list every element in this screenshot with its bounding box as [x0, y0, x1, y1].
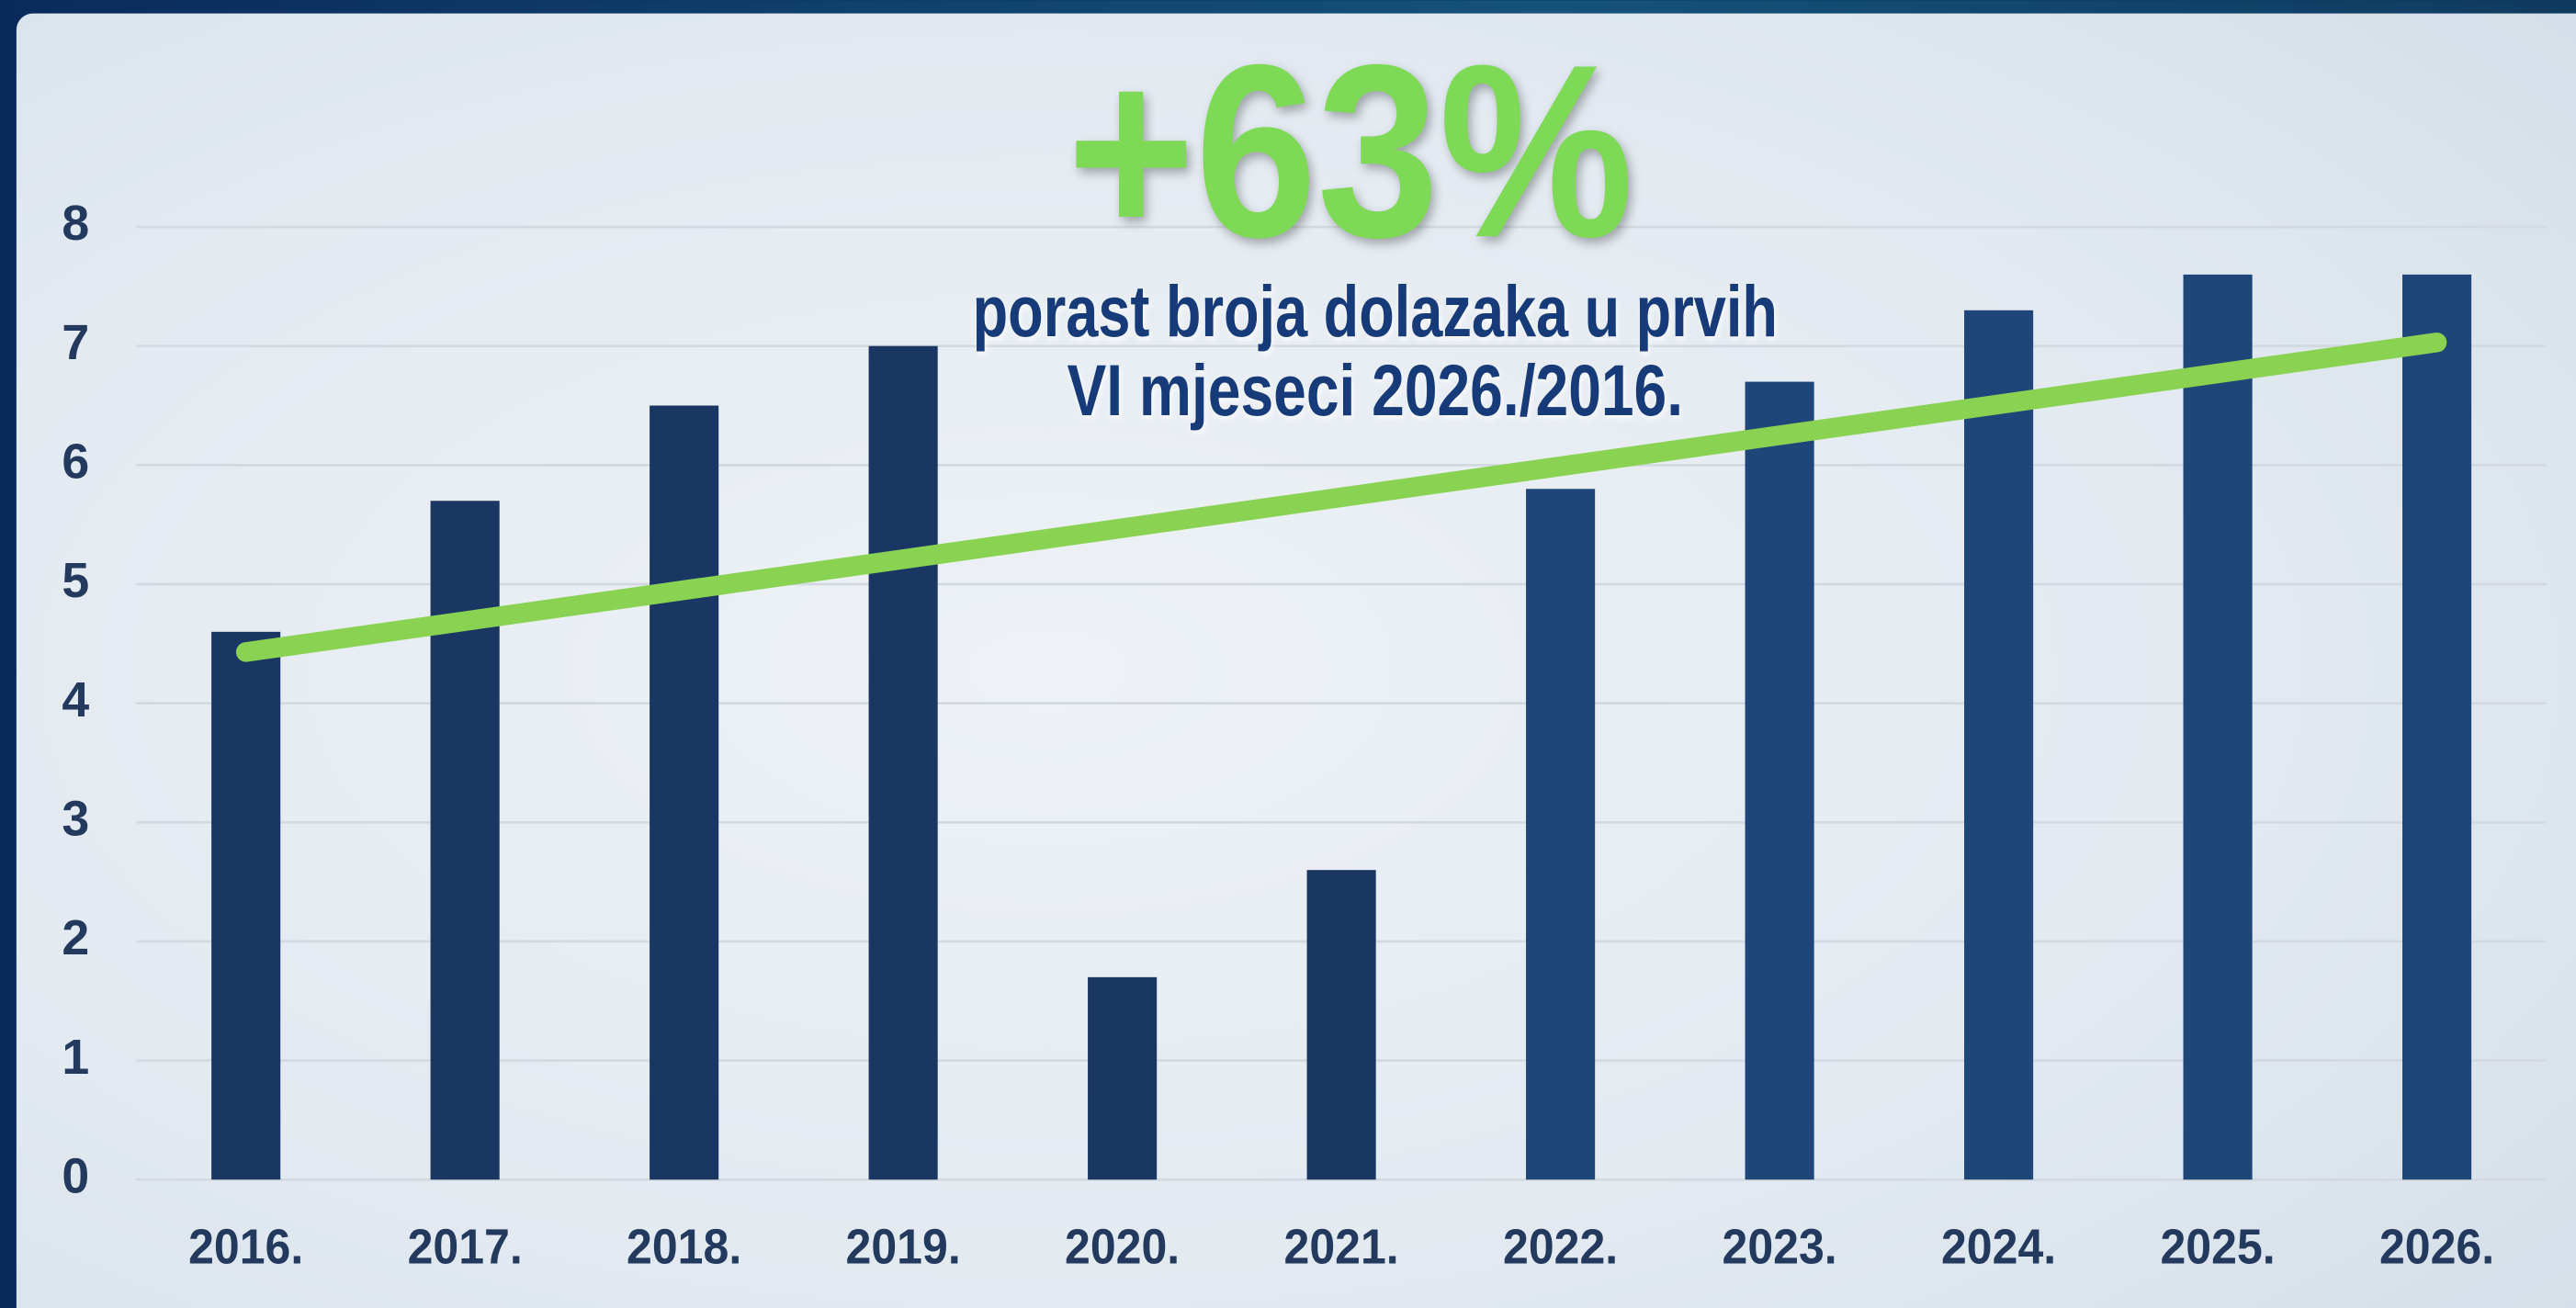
y-tick-label: 5 [62, 553, 89, 608]
bar [869, 346, 938, 1180]
x-tick-label: 2026. [2379, 1219, 2494, 1274]
y-tick-label: 7 [62, 315, 89, 370]
bar [211, 632, 280, 1179]
subtitle: porast broja dolazaka u prvih [973, 271, 1778, 352]
x-tick-label: 2020. [1065, 1219, 1180, 1274]
x-tick-label: 2024. [1941, 1219, 2056, 1274]
y-tick-label: 4 [62, 672, 89, 727]
y-tick-label: 6 [62, 434, 89, 490]
bar [1307, 870, 1376, 1179]
headline: +63% [1067, 13, 1633, 288]
y-tick-label: 2 [62, 910, 89, 965]
page: {"chart_data": {"type": "bar", "title": … [0, 0, 2576, 1308]
x-tick-label: 2016. [188, 1219, 303, 1274]
x-tick-label: 2019. [846, 1219, 961, 1274]
bar [1526, 489, 1595, 1179]
x-tick-label: 2025. [2160, 1219, 2275, 1274]
bar [2402, 275, 2471, 1179]
y-tick-label: 8 [62, 196, 89, 251]
bar [2184, 275, 2253, 1179]
chart: 0 1 2 3 4 5 6 7 8 2016. 2017. 2018. 2019. 2020. 2021. 2… [0, 0, 2576, 1308]
bar [650, 406, 718, 1180]
subtitle: VI mjeseci 2026./2016. [1067, 350, 1683, 431]
x-tick-label: 2021. [1284, 1219, 1399, 1274]
x-tick-label: 2018. [627, 1219, 741, 1274]
bar [431, 501, 500, 1179]
bar [1746, 382, 1814, 1180]
bar [1088, 977, 1157, 1179]
y-tick-label: 3 [62, 791, 89, 846]
x-tick-label: 2023. [1723, 1219, 1837, 1274]
y-tick-label: 0 [62, 1148, 89, 1203]
x-tick-label: 2022. [1503, 1219, 1618, 1274]
x-tick-label: 2017. [408, 1219, 523, 1274]
y-tick-label: 1 [62, 1030, 89, 1085]
bar [1964, 310, 2033, 1179]
